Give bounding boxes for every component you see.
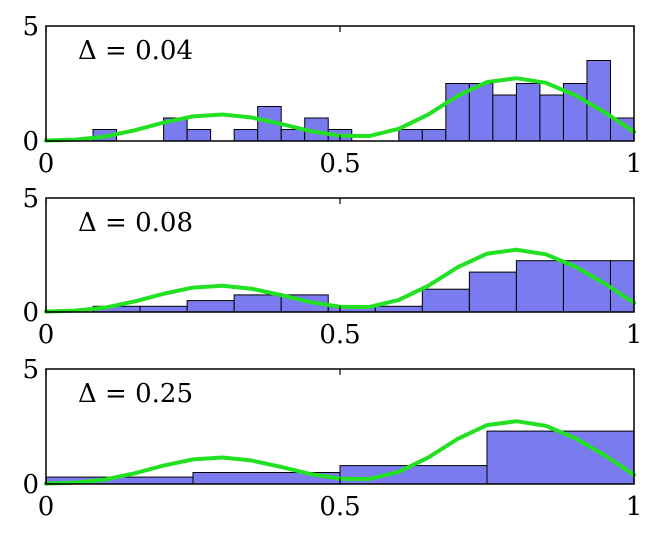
x-tick-label: 0 (38, 492, 55, 522)
y-tick-label: 0 (22, 470, 39, 500)
histogram-panel-1: 0 0.5 1 0 5 Δ = 0.04 (22, 12, 642, 179)
bin-width-annotation: Δ = 0.04 (78, 36, 193, 66)
histogram-bar (468, 271, 517, 313)
histogram-bar (586, 60, 611, 142)
x-tick-label: 1 (626, 320, 643, 350)
histogram-panel-3: 0 0.5 1 0 5 Δ = 0.25 (22, 355, 642, 522)
histogram-bar (139, 305, 188, 313)
y-tick-label: 5 (22, 355, 39, 385)
histogram-bar (233, 294, 282, 313)
bin-width-annotation: Δ = 0.08 (78, 208, 193, 238)
histogram-bar (398, 129, 423, 142)
bin-width-annotation: Δ = 0.25 (78, 379, 193, 409)
histogram-bar (339, 465, 488, 485)
y-tick-label: 5 (22, 12, 39, 42)
histogram-bar (486, 430, 635, 485)
histogram-bar (609, 260, 635, 313)
x-tick-label: 0.5 (319, 149, 360, 179)
y-tick-label: 0 (22, 298, 39, 328)
histogram-bar (374, 305, 423, 313)
histogram-bar (492, 94, 517, 142)
histogram-bar (233, 129, 259, 142)
histogram-bar (515, 260, 564, 313)
histogram-bar (539, 94, 564, 142)
x-tick-label: 1 (626, 149, 643, 179)
x-tick-label: 0 (38, 320, 55, 350)
histogram-bar (280, 129, 306, 142)
histogram-bar (421, 129, 447, 142)
histogram-bar (515, 83, 541, 142)
x-tick-label: 0 (38, 149, 55, 179)
histogram-bar (421, 288, 470, 313)
y-tick-label: 0 (22, 127, 39, 157)
y-tick-label: 5 (22, 184, 39, 214)
histogram-panel-2: 0 0.5 1 0 5 Δ = 0.08 (22, 184, 642, 350)
x-tick-label: 0.5 (319, 492, 360, 522)
x-tick-label: 1 (626, 492, 643, 522)
histogram-bar (186, 129, 212, 142)
histogram-bar (468, 83, 494, 142)
x-tick-label: 0.5 (319, 320, 360, 350)
histogram-bar (562, 260, 611, 313)
histogram-bar (186, 300, 235, 313)
